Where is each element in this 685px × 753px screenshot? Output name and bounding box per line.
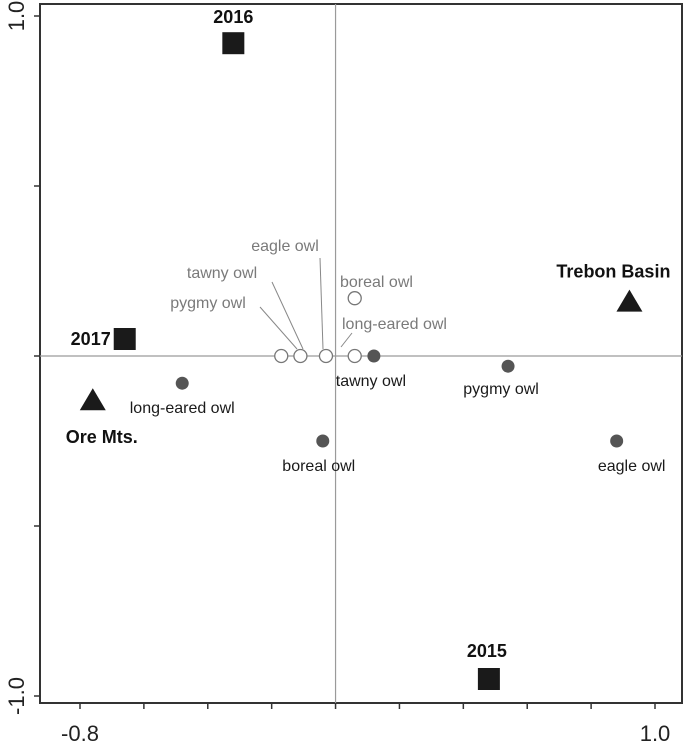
open-circle-marker [293, 348, 308, 364]
open-circle-marker [274, 348, 289, 364]
triangle-marker [79, 388, 106, 411]
leader-line [340, 332, 353, 348]
point-label-open: long-eared owl [342, 316, 447, 333]
x-axis-ticks: -0.8 1.0 [61, 703, 670, 746]
point-label-filled: pygmy owl [463, 381, 539, 398]
point-label-open: boreal owl [340, 274, 413, 291]
open-circle-marker [347, 348, 362, 364]
open-circle-marker [347, 291, 362, 306]
point-label-filled: boreal owl [282, 458, 355, 475]
x-tick-label: -0.8 [61, 721, 99, 746]
point-label-bold: 2016 [213, 7, 253, 27]
square-marker [477, 668, 500, 690]
plot-frame [39, 3, 683, 704]
point-label-bold: Trebon Basin [556, 262, 670, 282]
point-label-bold: 2015 [467, 641, 507, 661]
y-axis-ticks: 1.0 -1.0 [4, 1, 40, 715]
point-label-open: eagle owl [251, 238, 319, 255]
point-labels: 2016 2017 2015 Trebon Basin Ore Mts. boreal o… [66, 7, 671, 661]
leader-line [271, 281, 304, 350]
label-leader-lines [259, 257, 353, 350]
point-label-filled: tawny owl [336, 373, 406, 390]
y-tick-label: -1.0 [4, 677, 29, 715]
filled-circle-marker [501, 359, 515, 373]
filled-circle-marker [367, 349, 381, 363]
data-points [79, 32, 643, 690]
filled-circle-marker [175, 376, 189, 390]
point-label-filled: eagle owl [598, 458, 666, 475]
y-tick-label: 1.0 [4, 1, 29, 32]
triangle-marker [616, 289, 643, 312]
filled-circle-marker [610, 434, 624, 448]
point-label-bold: 2017 [71, 329, 111, 349]
square-marker [113, 328, 136, 350]
point-label-open: pygmy owl [170, 295, 246, 312]
point-label-bold: Ore Mts. [66, 427, 138, 447]
point-label-open: tawny owl [187, 265, 257, 282]
leader-line [319, 257, 324, 350]
square-marker [222, 32, 245, 55]
point-label-filled: long-eared owl [130, 400, 235, 417]
x-tick-label: 1.0 [640, 721, 671, 746]
open-circle-marker [318, 348, 334, 364]
filled-circle-marker [316, 434, 330, 448]
leader-line [259, 306, 298, 350]
